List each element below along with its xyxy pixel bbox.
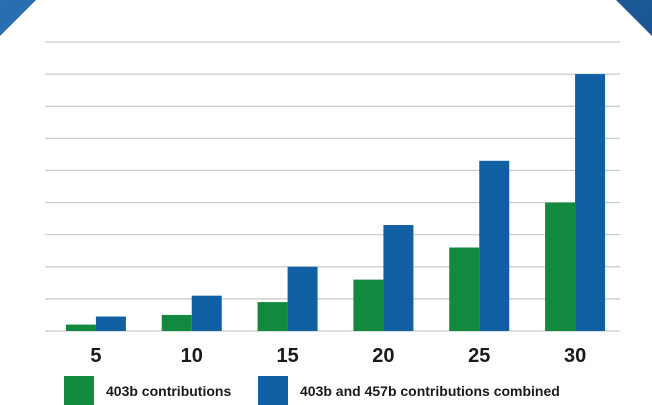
x-tick-label: 25: [468, 345, 490, 367]
bar-403b-20: [353, 279, 384, 331]
gridlines: [45, 41, 620, 332]
bar-403b-5: [65, 324, 96, 331]
x-tick-label: 10: [181, 345, 203, 367]
x-tick-label: 15: [276, 345, 298, 367]
bar-403b-10: [161, 314, 192, 331]
bar-403b-30: [545, 202, 576, 331]
x-axis-labels: 5 10 15 20 25 30: [90, 345, 586, 367]
bars: [65, 74, 606, 331]
x-tick-label: 30: [564, 345, 586, 367]
bar-combined-20: [383, 225, 414, 331]
bar-combined-30: [575, 74, 606, 331]
legend-label-combined: 403b and 457b contributions combined: [300, 383, 560, 399]
legend-swatch-combined: [258, 376, 288, 405]
bar-403b-15: [257, 302, 288, 331]
x-tick-label: 20: [372, 345, 394, 367]
bar-combined-10: [191, 295, 222, 331]
bar-combined-25: [479, 160, 510, 331]
x-tick-label: 5: [90, 345, 101, 367]
legend: 403b contributions 403b and 457b contribu…: [64, 376, 560, 405]
bar-combined-5: [95, 316, 126, 331]
legend-swatch-403b: [64, 376, 94, 405]
bar-combined-15: [287, 266, 318, 331]
bar-403b-25: [449, 247, 480, 331]
legend-label-403b: 403b contributions: [106, 383, 231, 399]
